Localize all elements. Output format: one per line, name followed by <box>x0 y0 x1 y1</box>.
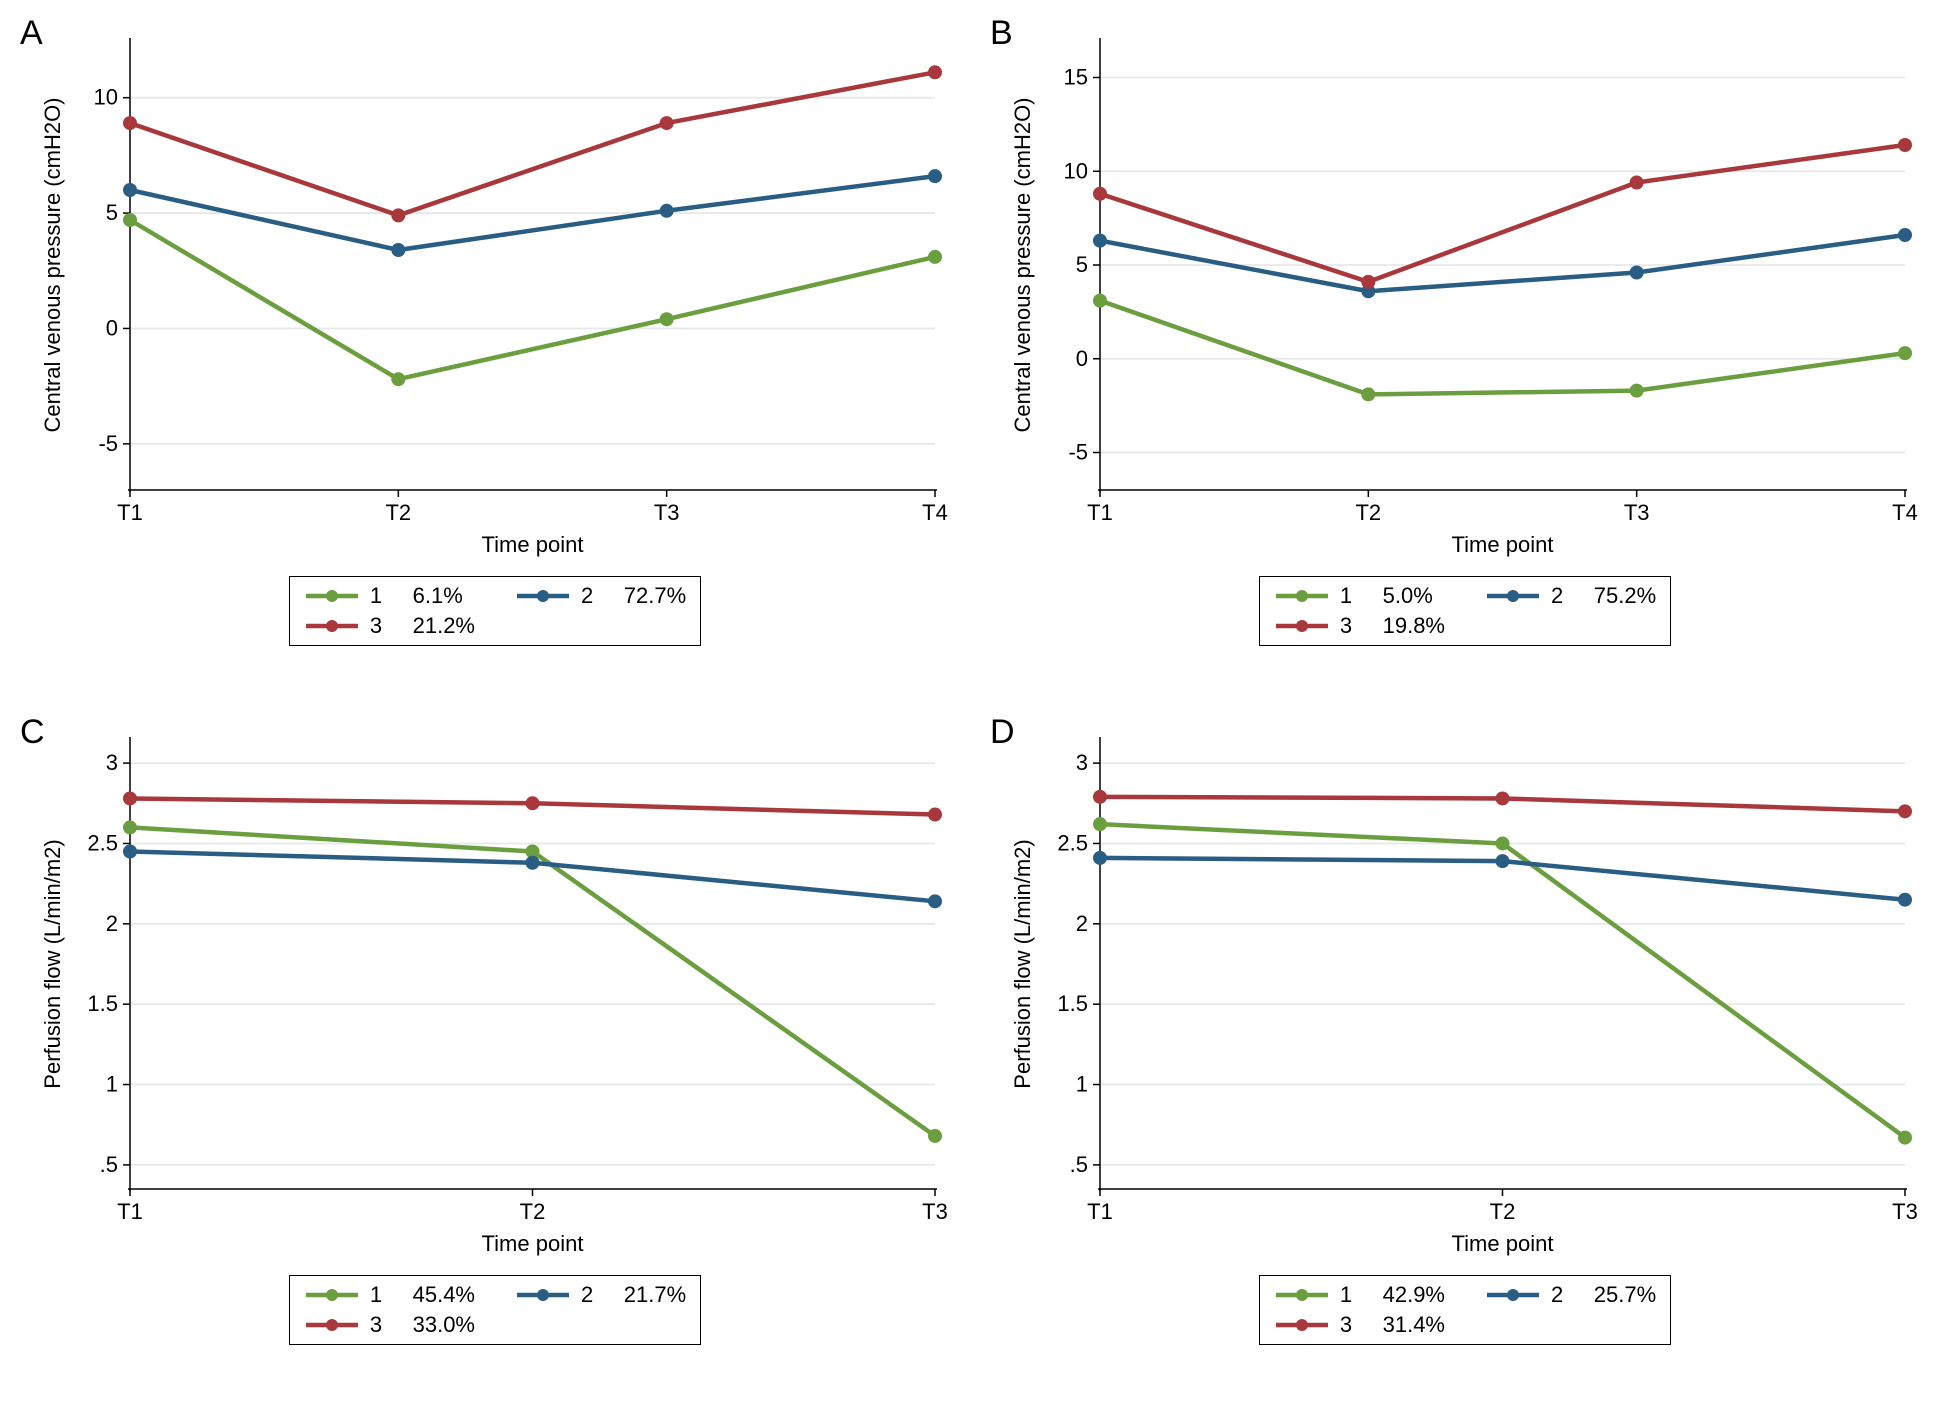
legend-item: 2 75.2% <box>1485 583 1656 609</box>
svg-text:T3: T3 <box>654 500 680 525</box>
legend-item: 1 6.1% <box>304 583 475 609</box>
svg-text:Time point: Time point <box>1452 1231 1554 1256</box>
svg-text:10: 10 <box>94 85 118 110</box>
legend-swatch <box>515 1286 571 1304</box>
legend-label: 2 75.2% <box>1551 583 1656 609</box>
svg-text:T1: T1 <box>1087 500 1113 525</box>
svg-text:Perfusion flow (L/min/m2): Perfusion flow (L/min/m2) <box>1010 839 1035 1088</box>
chart-a: -5 0 5 10 T1 T2 T3 T4 Time point Central venous p… <box>30 10 960 570</box>
legend-a: 1 6.1% 2 72.7% 3 21.2% <box>289 576 701 646</box>
panel-label-c: C <box>20 713 45 752</box>
legend-b: 1 5.0% 2 75.2% 3 19.8% <box>1259 576 1671 646</box>
legend-label: 3 33.0% <box>370 1312 475 1338</box>
svg-text:2: 2 <box>1076 911 1088 936</box>
legend-label: 1 5.0% <box>1340 583 1433 609</box>
svg-text:T3: T3 <box>1624 500 1650 525</box>
svg-text:-5: -5 <box>1068 440 1088 465</box>
svg-text:T4: T4 <box>1892 500 1918 525</box>
legend-swatch <box>304 617 360 635</box>
legend-label: 2 25.7% <box>1551 1282 1656 1308</box>
svg-text:T2: T2 <box>520 1199 546 1224</box>
chart-c: .5 1 1.5 2 2.5 3 T1 T2 T3 Time point Perfusion flo… <box>30 709 960 1269</box>
legend-swatch <box>304 1286 360 1304</box>
chart-b: -5 0 5 10 15 T1 T2 T3 T4 Time point Central venous… <box>1000 10 1930 570</box>
svg-text:T3: T3 <box>1892 1199 1918 1224</box>
svg-text:10: 10 <box>1064 158 1088 183</box>
legend-swatch <box>1274 617 1330 635</box>
svg-text:T2: T2 <box>385 500 411 525</box>
svg-text:T3: T3 <box>922 1199 948 1224</box>
legend-label: 1 42.9% <box>1340 1282 1445 1308</box>
svg-text:2: 2 <box>106 911 118 936</box>
legend-item: 1 42.9% <box>1274 1282 1445 1308</box>
legend-swatch <box>1274 587 1330 605</box>
svg-text:T2: T2 <box>1355 500 1381 525</box>
svg-text:0: 0 <box>1076 346 1088 371</box>
legend-swatch <box>1485 1286 1541 1304</box>
svg-text:Time point: Time point <box>482 532 584 557</box>
legend-item: 3 31.4% <box>1274 1312 1445 1338</box>
legend-swatch <box>1274 1316 1330 1334</box>
svg-text:3: 3 <box>1076 750 1088 775</box>
legend-swatch <box>1485 587 1541 605</box>
svg-text:.5: .5 <box>1070 1152 1088 1177</box>
legend-item: 1 5.0% <box>1274 583 1445 609</box>
panel-label-d: D <box>990 713 1015 752</box>
legend-label: 1 45.4% <box>370 1282 475 1308</box>
panel-d: D .5 1 1.5 2 2.5 3 T1 T2 T3 Time point Perfusion f… <box>980 709 1950 1408</box>
legend-swatch <box>304 587 360 605</box>
svg-text:3: 3 <box>106 750 118 775</box>
svg-text:T2: T2 <box>1490 1199 1516 1224</box>
svg-text:1.5: 1.5 <box>87 991 118 1016</box>
panel-label-b: B <box>990 14 1013 53</box>
legend-item: 3 21.2% <box>304 613 475 639</box>
legend-label: 2 21.7% <box>581 1282 686 1308</box>
svg-text:-5: -5 <box>98 431 118 456</box>
panel-b: B -5 0 5 10 15 T1 T2 T3 T4 Time point Central veno… <box>980 10 1950 709</box>
svg-text:Central venous pressure (cmH2O: Central venous pressure (cmH2O) <box>40 97 65 432</box>
legend-d: 1 42.9% 2 25.7% 3 31.4% <box>1259 1275 1671 1345</box>
legend-label: 3 31.4% <box>1340 1312 1445 1338</box>
svg-text:5: 5 <box>106 200 118 225</box>
svg-text:1: 1 <box>1076 1072 1088 1097</box>
legend-item: 2 72.7% <box>515 583 686 609</box>
legend-item: 2 21.7% <box>515 1282 686 1308</box>
panel-a: A -5 0 5 10 T1 T2 T3 T4 Time point Central venous… <box>10 10 980 709</box>
legend-swatch <box>1274 1286 1330 1304</box>
legend-item: 3 19.8% <box>1274 613 1445 639</box>
svg-text:Time point: Time point <box>1452 532 1554 557</box>
svg-text:15: 15 <box>1064 65 1088 90</box>
legend-item: 1 45.4% <box>304 1282 475 1308</box>
chart-d: .5 1 1.5 2 2.5 3 T1 T2 T3 Time point Perfusion flo… <box>1000 709 1930 1269</box>
legend-c: 1 45.4% 2 21.7% 3 33.0% <box>289 1275 701 1345</box>
svg-text:T1: T1 <box>117 1199 143 1224</box>
legend-label: 3 21.2% <box>370 613 475 639</box>
svg-text:T1: T1 <box>1087 1199 1113 1224</box>
panel-label-a: A <box>20 14 43 53</box>
legend-swatch <box>515 587 571 605</box>
svg-text:Perfusion flow (L/min/m2): Perfusion flow (L/min/m2) <box>40 839 65 1088</box>
svg-text:2.5: 2.5 <box>87 830 118 855</box>
legend-swatch <box>304 1316 360 1334</box>
svg-text:2.5: 2.5 <box>1057 830 1088 855</box>
svg-text:Central venous pressure (cmH2O: Central venous pressure (cmH2O) <box>1010 97 1035 432</box>
legend-item: 2 25.7% <box>1485 1282 1656 1308</box>
svg-text:Time point: Time point <box>482 1231 584 1256</box>
svg-text:.5: .5 <box>100 1152 118 1177</box>
svg-text:1.5: 1.5 <box>1057 991 1088 1016</box>
svg-text:0: 0 <box>106 315 118 340</box>
legend-label: 2 72.7% <box>581 583 686 609</box>
legend-label: 1 6.1% <box>370 583 463 609</box>
chart-grid: A -50510T1T2T3T4Time pointCentral venous… <box>10 10 1950 1408</box>
panel-c: C .5 1 1.5 2 2.5 3 T1 T2 T3 Time point Perfusion f… <box>10 709 980 1408</box>
svg-text:1: 1 <box>106 1072 118 1097</box>
svg-text:T1: T1 <box>117 500 143 525</box>
svg-text:T4: T4 <box>922 500 948 525</box>
legend-item: 3 33.0% <box>304 1312 475 1338</box>
svg-text:5: 5 <box>1076 252 1088 277</box>
legend-label: 3 19.8% <box>1340 613 1445 639</box>
